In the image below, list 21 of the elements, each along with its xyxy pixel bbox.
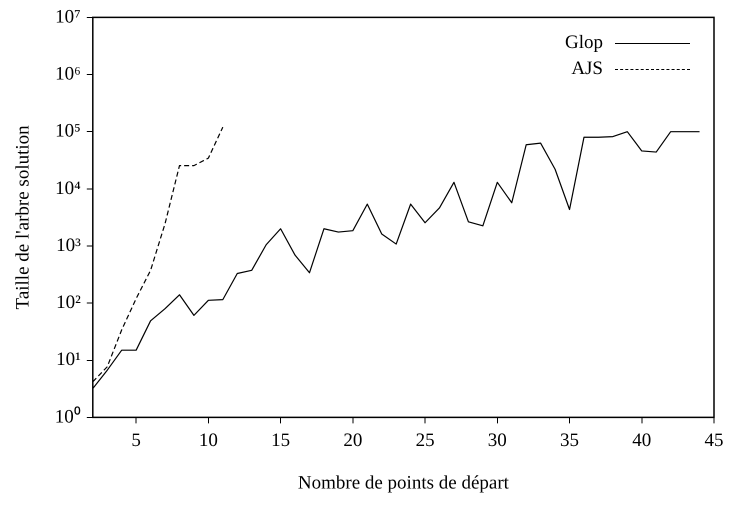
x-tick-label: 25 (416, 430, 435, 451)
x-tick-label: 30 (488, 430, 507, 451)
legend-label: Glop (565, 32, 603, 54)
y-tick-label: 10⁴ (55, 178, 82, 199)
y-tick-label: 10¹ (56, 349, 82, 370)
y-tick-label: 10³ (56, 234, 82, 256)
x-tick-label: 35 (560, 430, 580, 451)
x-tick-label: 45 (704, 430, 724, 451)
x-tick-label: 20 (343, 430, 362, 451)
x-tick-label: 10 (198, 430, 218, 451)
y-tick-label: 10⁵ (55, 120, 81, 142)
y-tick-label: 10⁶ (55, 64, 81, 85)
x-tick-label: 15 (271, 430, 290, 451)
x-tick-label: 5 (131, 430, 141, 451)
y-tick-label: 10⁷ (55, 6, 81, 28)
y-axis-title: Taille de l'arbre solution (12, 124, 34, 310)
x-axis-title: Nombre de points de départ (298, 472, 510, 494)
x-tick-label: 40 (632, 430, 652, 451)
y-tick-label: 10² (56, 292, 82, 314)
legend-label: AJS (571, 58, 603, 80)
y-tick-label: 10⁰ (54, 405, 81, 428)
